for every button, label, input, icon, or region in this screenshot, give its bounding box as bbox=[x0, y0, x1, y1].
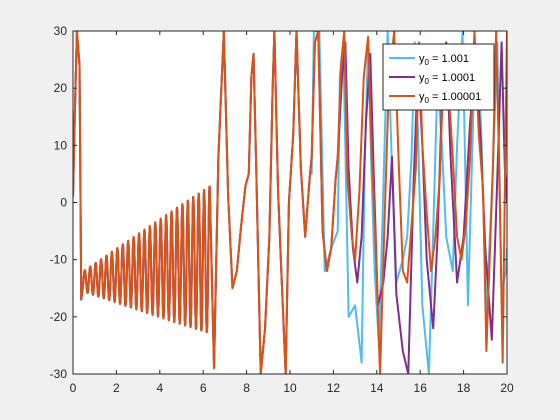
legend-label-series-3-rest: = 1.00001 bbox=[429, 91, 481, 103]
legend-label-series-3-sub: 0 bbox=[425, 96, 430, 105]
series-line-3 bbox=[73, 31, 507, 374]
x-tick-label: 14 bbox=[370, 381, 384, 395]
legend-label-series-1-rest: = 1.001 bbox=[429, 53, 469, 65]
legend-label-series-2-rest: = 1.0001 bbox=[429, 72, 475, 84]
legend-label-series-3: y0 = 1.00001 bbox=[419, 91, 481, 105]
x-tick-label: 10 bbox=[283, 381, 297, 395]
axis-tick-labels: 0 2 4 6 8 10 12 14 16 18 20 -30 -20 -10 0 10 20 30 bbox=[50, 24, 514, 395]
x-tick-label: 6 bbox=[200, 381, 207, 395]
x-tick-label: 18 bbox=[457, 381, 471, 395]
y-tick-label: 30 bbox=[54, 24, 68, 38]
x-tick-label: 20 bbox=[500, 381, 514, 395]
legend-label-series-3-base: y bbox=[419, 91, 425, 103]
legend-label-series-1: y0 = 1.001 bbox=[419, 53, 469, 67]
legend-label-series-1-sub: 0 bbox=[425, 58, 430, 67]
y-tick-label: 0 bbox=[60, 196, 67, 210]
x-tick-label: 16 bbox=[414, 381, 428, 395]
y-tick-label: 10 bbox=[54, 138, 68, 152]
legend-label-series-2-base: y bbox=[419, 72, 425, 84]
legend: y0 = 1.001 y0 = 1.0001 y0 = 1.00001 bbox=[382, 43, 495, 111]
legend-label-series-1-base: y bbox=[419, 53, 425, 65]
y-tick-label: -10 bbox=[50, 253, 68, 267]
y-tick-label: -30 bbox=[50, 367, 68, 381]
x-tick-label: 4 bbox=[156, 381, 163, 395]
x-tick-label: 8 bbox=[243, 381, 250, 395]
x-tick-label: 12 bbox=[327, 381, 341, 395]
legend-label-series-2: y0 = 1.0001 bbox=[419, 72, 475, 86]
y-tick-label: -20 bbox=[50, 310, 68, 324]
series-lines bbox=[73, 31, 507, 374]
legend-label-series-2-sub: 0 bbox=[425, 77, 430, 86]
x-tick-label: 2 bbox=[113, 381, 120, 395]
x-tick-label: 0 bbox=[70, 381, 77, 395]
y-tick-label: 20 bbox=[54, 81, 68, 95]
axis-ticks bbox=[72, 30, 508, 375]
